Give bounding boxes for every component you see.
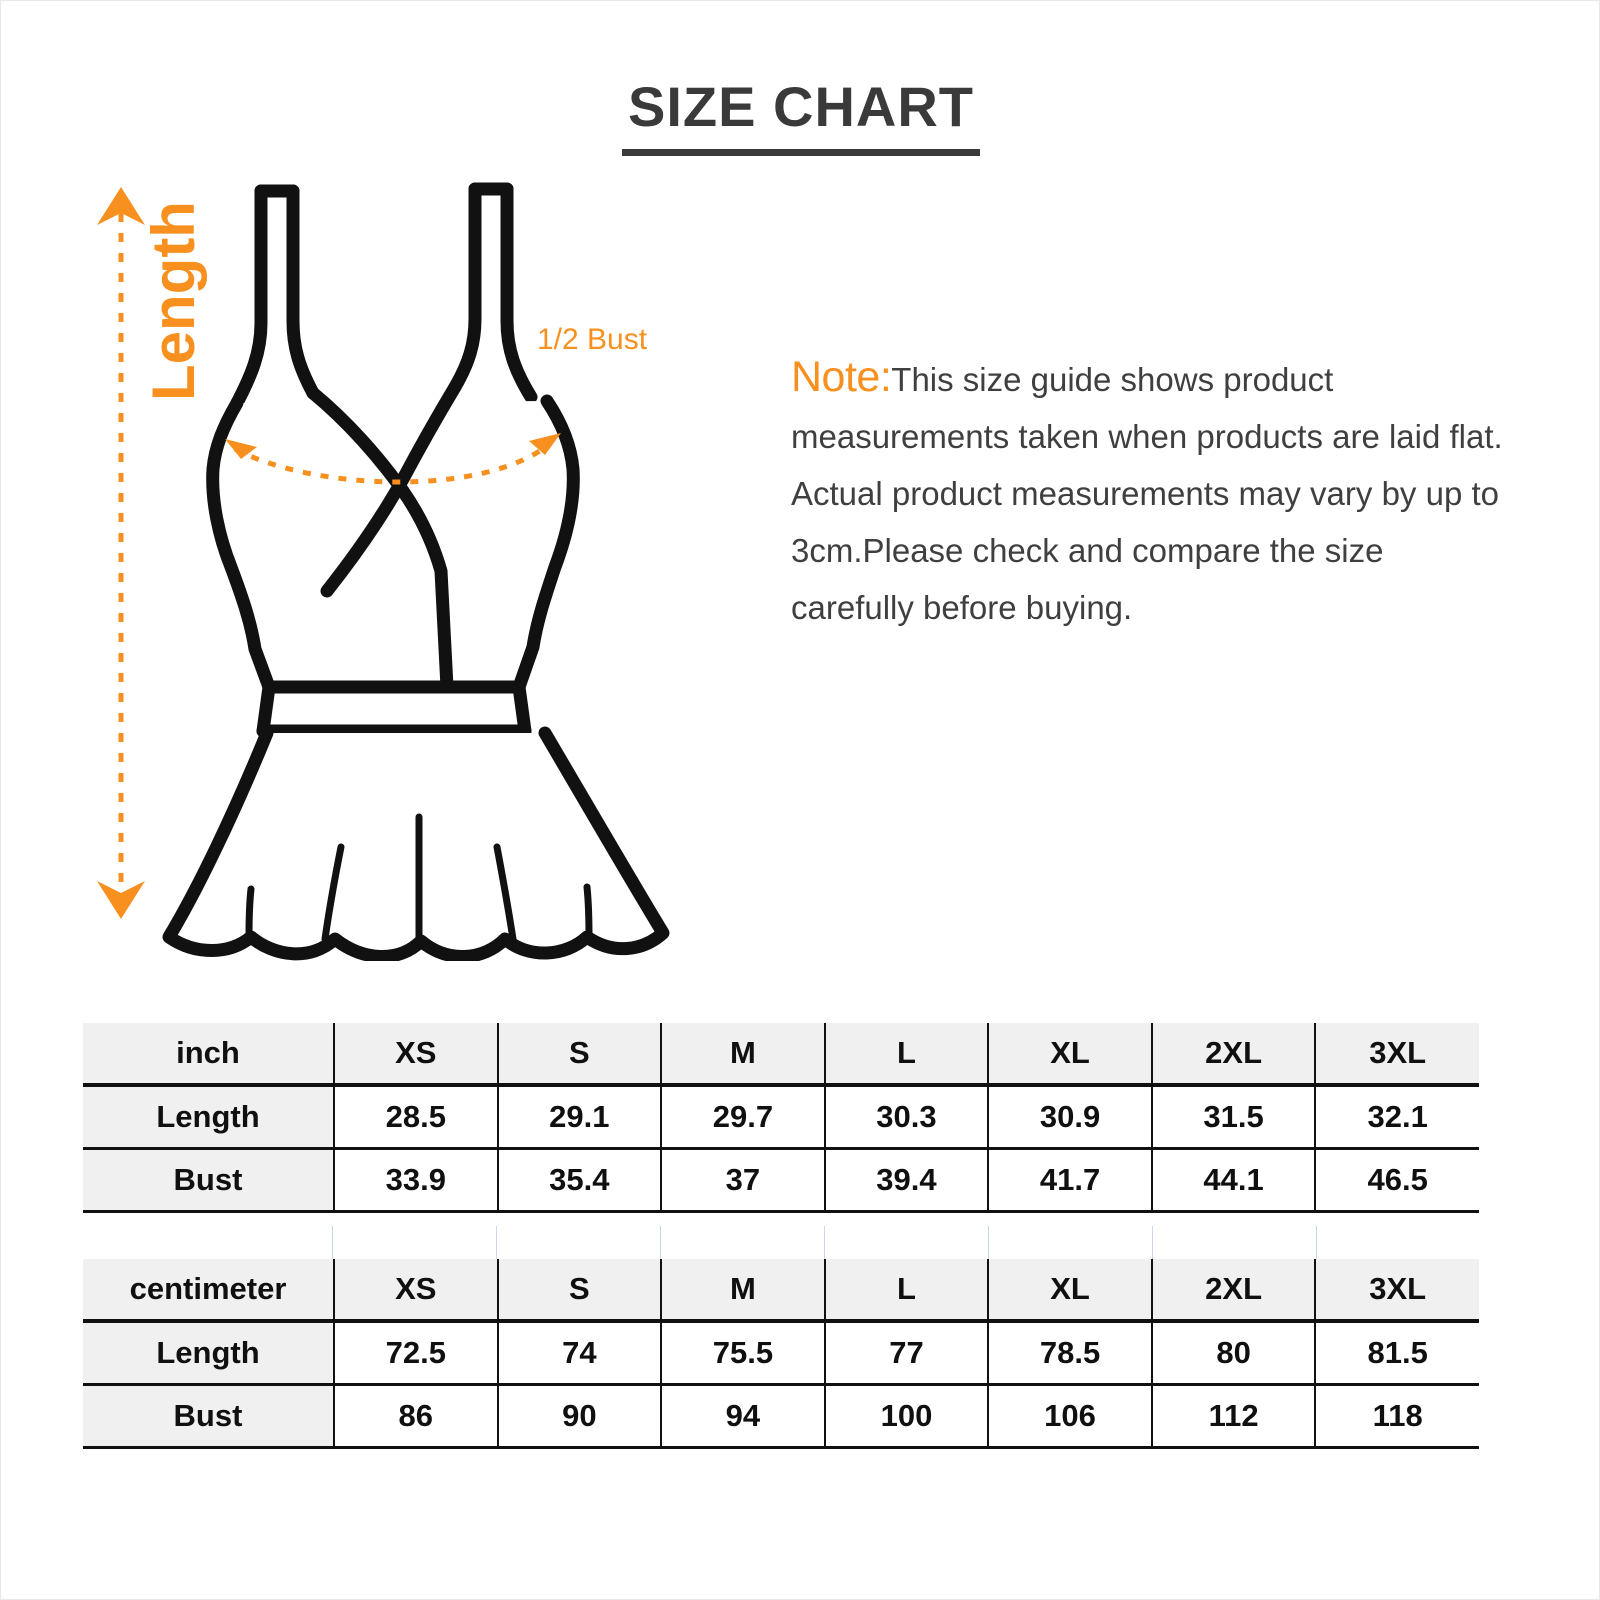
note-block: Note:This size guide shows product measu… <box>791 349 1511 636</box>
cell-length-l: 77 <box>824 1321 990 1386</box>
cell-length-s: 74 <box>497 1321 663 1386</box>
size-header-3xl: 3XL <box>1315 1259 1479 1323</box>
cell-bust-l: 100 <box>824 1384 990 1449</box>
size-header-l: L <box>824 1023 990 1087</box>
cell-bust-m: 37 <box>661 1148 826 1213</box>
dress-illustration <box>85 171 785 961</box>
table-row: Length 28.5 29.1 29.7 30.3 30.9 31.5 32.… <box>83 1085 1479 1150</box>
cell-bust-xs: 86 <box>334 1384 499 1449</box>
cell-bust-xs: 33.9 <box>334 1148 499 1213</box>
note-body: This size guide shows product measuremen… <box>791 361 1503 626</box>
table-header-row: centimeter XS S M L XL 2XL 3XL <box>83 1259 1479 1323</box>
size-header-xs: XS <box>334 1023 499 1087</box>
cell-bust-2xl: 112 <box>1151 1384 1317 1449</box>
cell-bust-2xl: 44.1 <box>1151 1148 1317 1213</box>
page-title-block: SIZE CHART <box>1 75 1599 156</box>
cell-bust-xl: 41.7 <box>988 1148 1153 1213</box>
unit-label-centimeter: centimeter <box>83 1259 335 1323</box>
cell-bust-3xl: 118 <box>1315 1384 1479 1449</box>
spreadsheet-gridlines <box>83 1226 1479 1259</box>
table-row: Length 72.5 74 75.5 77 78.5 80 81.5 <box>83 1321 1479 1386</box>
size-header-xl: XL <box>988 1023 1153 1087</box>
cell-bust-s: 35.4 <box>497 1148 663 1213</box>
cell-length-xs: 28.5 <box>334 1085 499 1150</box>
cell-bust-m: 94 <box>661 1384 826 1449</box>
cell-length-m: 75.5 <box>661 1321 826 1386</box>
note-prefix: Note: <box>791 353 892 401</box>
table-row: Bust 86 90 94 100 106 112 118 <box>83 1384 1479 1449</box>
cell-length-m: 29.7 <box>661 1085 826 1150</box>
row-label-length: Length <box>83 1085 335 1150</box>
cell-bust-3xl: 46.5 <box>1315 1148 1479 1213</box>
cell-length-l: 30.3 <box>824 1085 990 1150</box>
size-table-centimeter: centimeter XS S M L XL 2XL 3XL Length 72… <box>83 1259 1479 1449</box>
table-header-row: inch XS S M L XL 2XL 3XL <box>83 1023 1479 1087</box>
size-header-s: S <box>497 1023 663 1087</box>
dress-outline <box>162 182 670 961</box>
half-bust-measure-label: 1/2 Bust <box>537 323 648 356</box>
size-header-s: S <box>497 1259 663 1323</box>
size-header-3xl: 3XL <box>1315 1023 1479 1087</box>
unit-label-inch: inch <box>83 1023 335 1087</box>
size-header-l: L <box>824 1259 990 1323</box>
size-header-2xl: 2XL <box>1151 1023 1317 1087</box>
size-header-xl: XL <box>988 1259 1153 1323</box>
size-header-m: M <box>661 1023 826 1087</box>
cell-bust-s: 90 <box>497 1384 663 1449</box>
table-row: Bust 33.9 35.4 37 39.4 41.7 44.1 46.5 <box>83 1148 1479 1213</box>
row-label-bust: Bust <box>83 1148 335 1213</box>
length-measure-arrow <box>97 187 145 919</box>
size-header-2xl: 2XL <box>1151 1259 1317 1323</box>
cell-length-2xl: 80 <box>1151 1321 1317 1386</box>
cell-length-xl: 78.5 <box>988 1321 1153 1386</box>
half-bust-measure-arrow <box>225 433 561 485</box>
row-label-bust: Bust <box>83 1384 335 1449</box>
cell-length-3xl: 81.5 <box>1315 1321 1479 1386</box>
size-table-inch: inch XS S M L XL 2XL 3XL Length 28.5 29.… <box>83 1023 1479 1213</box>
cell-length-s: 29.1 <box>497 1085 663 1150</box>
cell-length-3xl: 32.1 <box>1315 1085 1479 1150</box>
cell-bust-xl: 106 <box>988 1384 1153 1449</box>
cell-length-2xl: 31.5 <box>1151 1085 1317 1150</box>
cell-length-xs: 72.5 <box>334 1321 499 1386</box>
cell-bust-l: 39.4 <box>824 1148 990 1213</box>
size-header-xs: XS <box>334 1259 499 1323</box>
page-title: SIZE CHART <box>628 75 974 138</box>
length-measure-label: Length <box>140 201 207 401</box>
size-header-m: M <box>661 1259 826 1323</box>
row-label-length: Length <box>83 1321 335 1386</box>
title-underline <box>622 149 980 156</box>
cell-length-xl: 30.9 <box>988 1085 1153 1150</box>
